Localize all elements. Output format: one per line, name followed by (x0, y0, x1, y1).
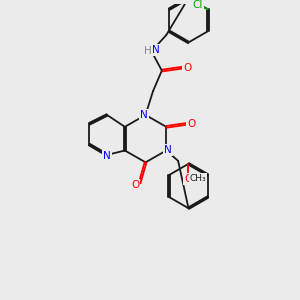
Text: O: O (183, 63, 191, 73)
Text: O: O (187, 119, 196, 129)
Text: N: N (164, 145, 172, 154)
Text: CH₃: CH₃ (190, 174, 206, 183)
Text: N: N (152, 45, 160, 56)
Text: N: N (140, 110, 148, 120)
Text: N: N (103, 152, 111, 161)
Text: O: O (131, 179, 139, 190)
Text: Cl: Cl (193, 0, 203, 10)
Text: O: O (184, 174, 193, 184)
Text: H: H (144, 46, 152, 56)
